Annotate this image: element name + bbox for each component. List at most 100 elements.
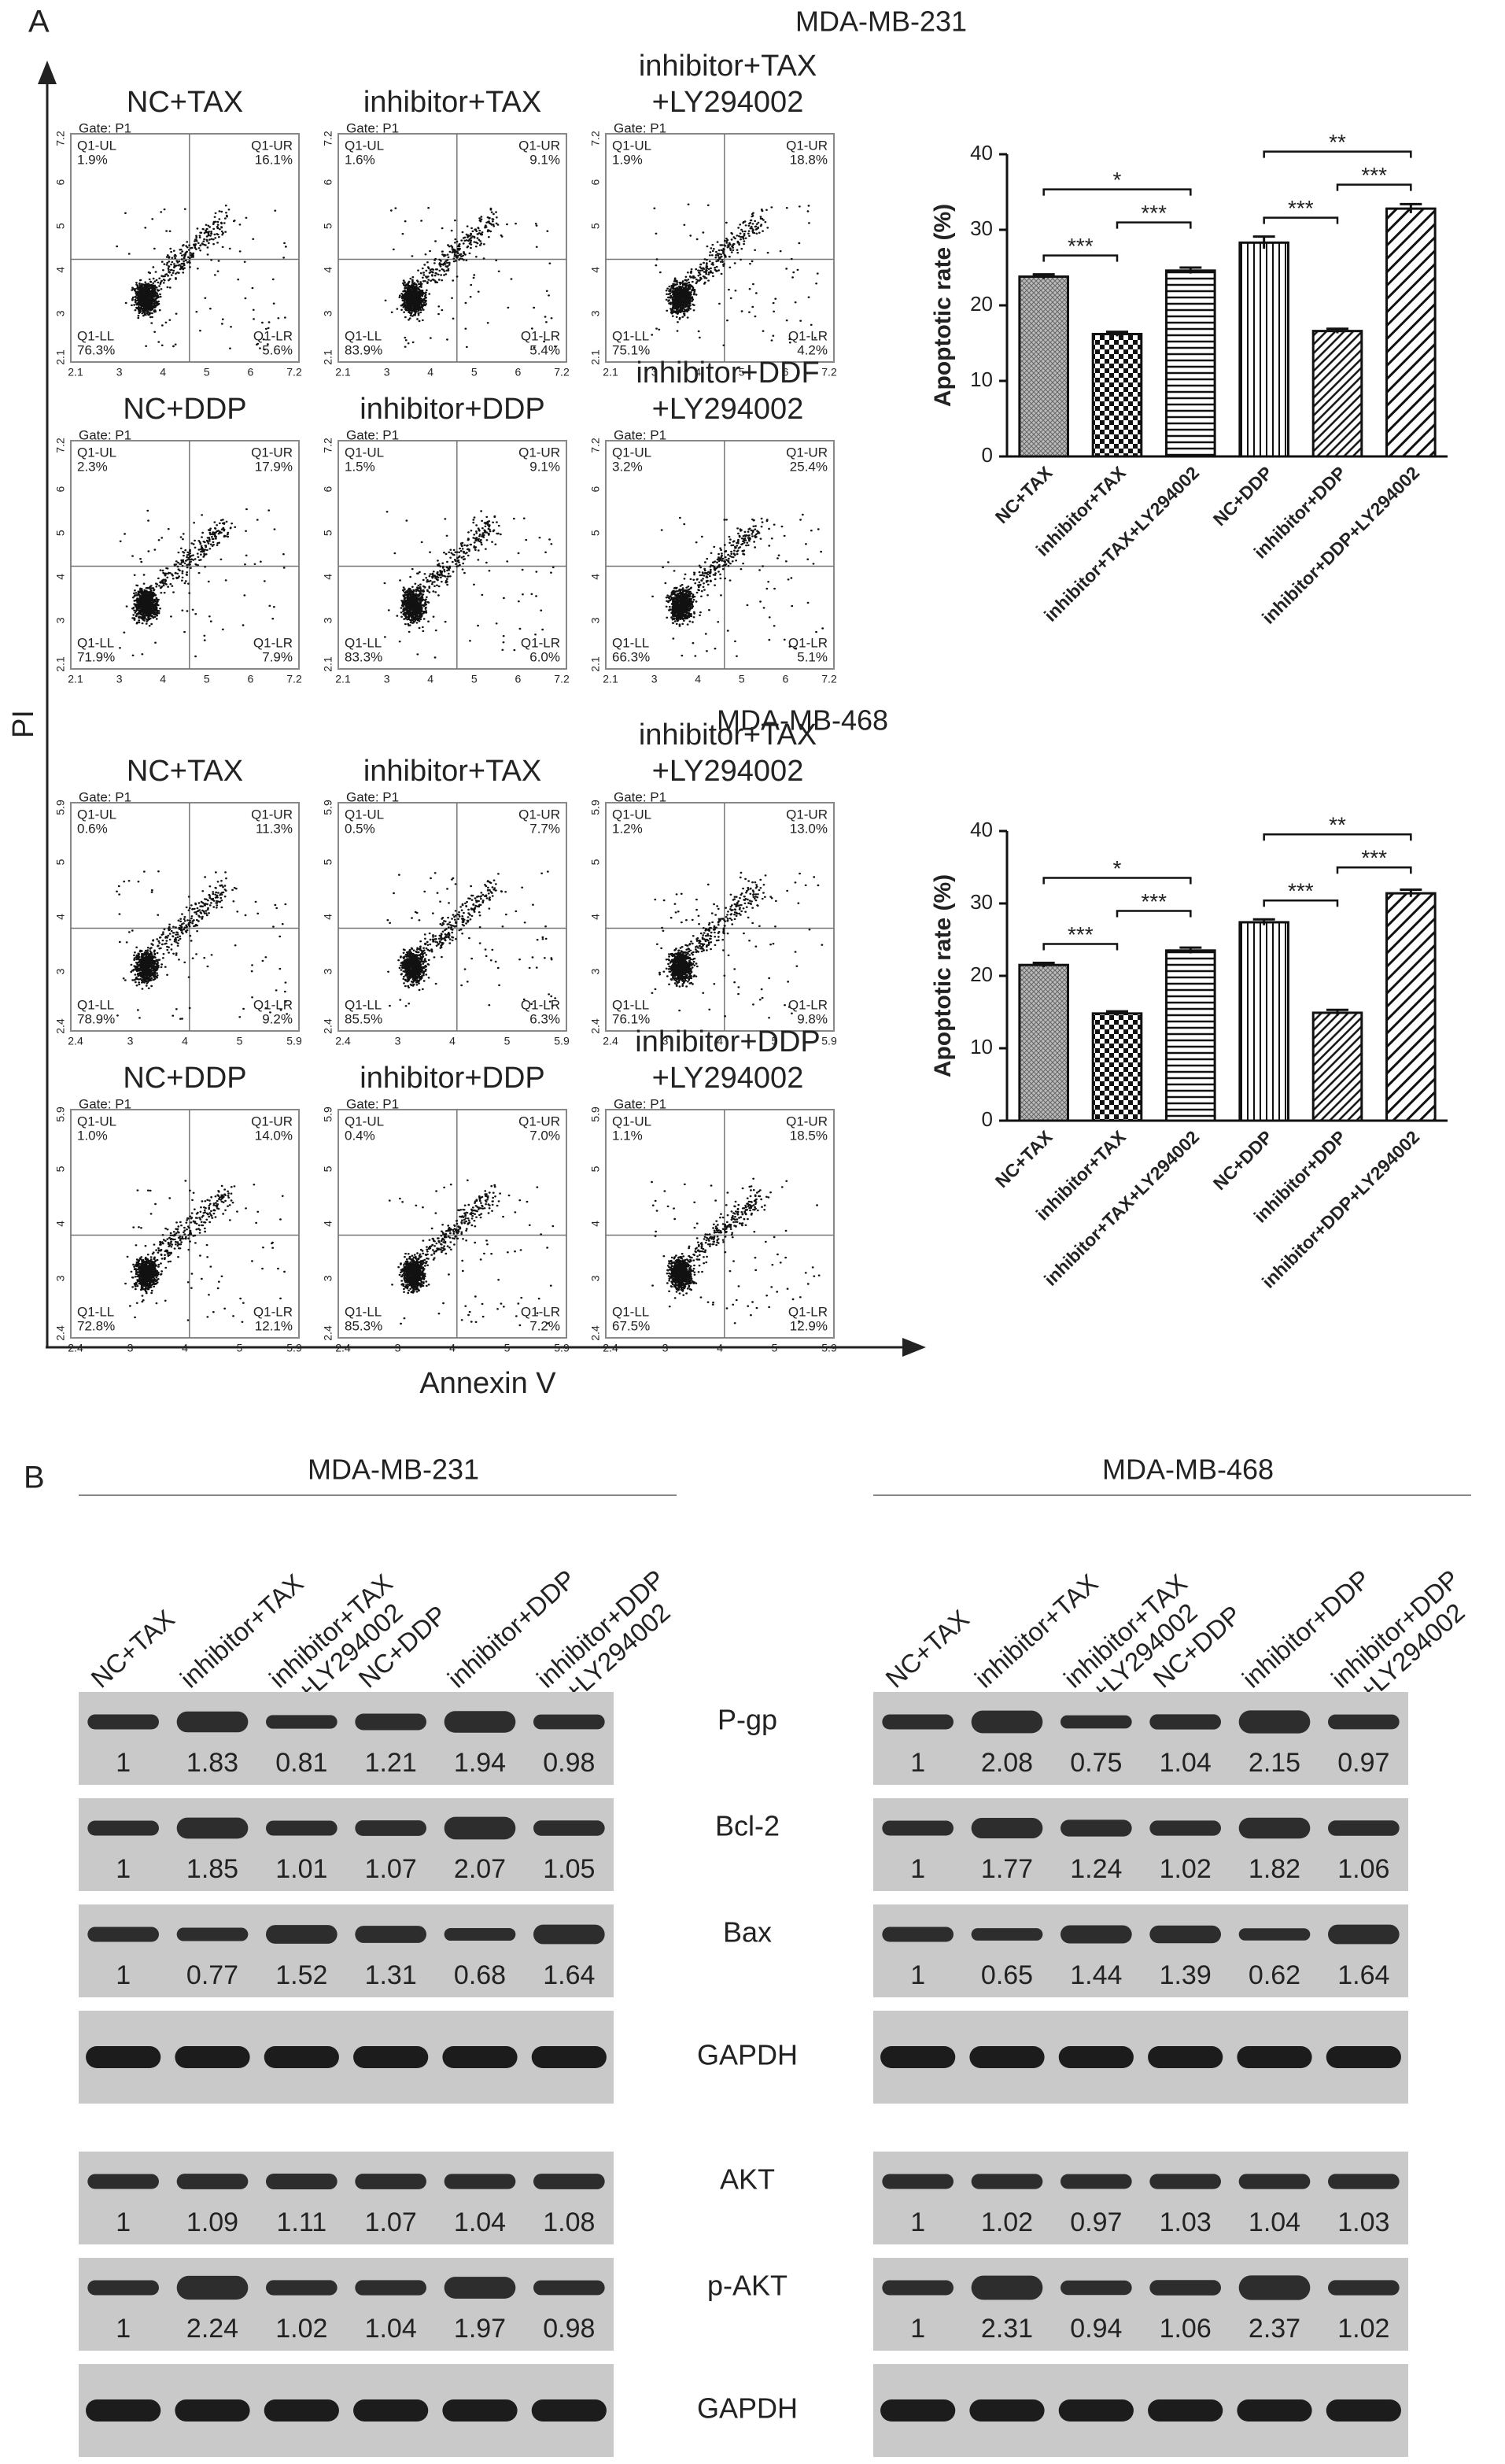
gate-label: Gate: P1 [79, 789, 131, 804]
protein-label: GAPDH [697, 2039, 798, 2071]
quadrant-name: Q1-LR [521, 328, 560, 343]
band [264, 2046, 339, 2068]
significance-bracket [1042, 877, 1192, 885]
quadrant-percent: 5.4% [529, 342, 560, 357]
quadrant-name: Q1-UL [612, 445, 651, 460]
x-tick-label: 5 [471, 366, 478, 379]
plot-title: inhibitor+DDP [360, 1062, 545, 1095]
events [651, 513, 824, 657]
cell-line-title: MDA-MB-231 [308, 1454, 479, 1486]
gate-label: Gate: P1 [346, 120, 399, 135]
band [1149, 2174, 1221, 2189]
quadrant-percent: 5.6% [262, 342, 293, 357]
quadrant-name: Q1-LL [77, 1304, 114, 1319]
y-tick-label: 7.2 [54, 438, 67, 453]
y-tick-label: 4 [54, 267, 67, 273]
quadrant-name: Q1-UL [77, 138, 116, 153]
quadrant-percent: 2.3% [77, 459, 108, 474]
band [1237, 2046, 1312, 2068]
band [175, 2399, 250, 2422]
y-tick-label: 2.4 [54, 1018, 67, 1034]
x-tick-label: 6 [783, 673, 789, 685]
gate-label: Gate: P1 [79, 427, 131, 442]
significance-label: *** [1361, 846, 1387, 870]
band [444, 1711, 516, 1733]
quadrant-percent: 1.5% [345, 459, 375, 474]
significance-label: *** [1141, 201, 1167, 225]
blot-background [79, 2364, 614, 2457]
significance-bracket [1336, 183, 1412, 191]
x-tick-label: 4 [427, 673, 433, 685]
error-bar-line [1032, 273, 1055, 279]
blot-background [79, 2152, 614, 2244]
blot-background [873, 2152, 1408, 2244]
plot-title: +LY294002 [652, 755, 804, 788]
y-tick-label: 4 [54, 574, 67, 580]
x-tick-label: 3 [127, 1342, 134, 1354]
band-ratio: 1.97 [454, 2314, 506, 2344]
band [1238, 1817, 1311, 1839]
x-tick-label: 2.4 [335, 1035, 351, 1047]
plot-title: inhibitor+TAX [639, 50, 817, 83]
y-tick-label: 5.9 [54, 800, 67, 815]
error-bar [1179, 266, 1202, 274]
plot-frame [70, 440, 300, 670]
x-tick-label: 6 [783, 366, 789, 379]
significance-bracket [1116, 221, 1192, 229]
y-tick-label: 7.2 [589, 438, 602, 453]
band [971, 1710, 1043, 1734]
x-tick-label: 3 [384, 366, 390, 379]
plot-title: NC+DDP [123, 1062, 246, 1095]
events [384, 207, 556, 349]
quadrant-percent: 6.3% [529, 1011, 560, 1026]
protein-label: AKT [720, 2163, 775, 2196]
band-ratio: 1 [116, 2207, 131, 2237]
gate-label: Gate: P1 [614, 427, 666, 442]
band [1326, 2046, 1401, 2068]
bar [1091, 1012, 1143, 1122]
significance-bracket [1263, 216, 1339, 224]
x-tick-label: 5 [237, 1342, 243, 1354]
error-bar-line [1400, 202, 1422, 213]
band [444, 2174, 516, 2189]
quadrant-percent: 3.2% [612, 459, 643, 474]
y-tick-label: 2.1 [54, 349, 67, 365]
quadrant-name: Q1-LR [788, 635, 828, 650]
quadrant-percent: 76.1% [612, 1011, 650, 1026]
error-bar [1400, 888, 1422, 897]
y-tick-label: 5 [589, 859, 602, 865]
plot-title: +LY294002 [652, 86, 804, 119]
events [116, 870, 289, 1020]
y-tick-label: 2.1 [322, 656, 334, 672]
band-ratio: 1 [910, 2207, 925, 2237]
y-tick-label: 3 [322, 968, 334, 974]
axis-label: Annexin V [419, 1367, 556, 1400]
significance-label: *** [1288, 879, 1314, 903]
significance-bracket [1116, 910, 1192, 918]
band-ratio: 1.04 [365, 2314, 417, 2344]
band-ratio: 0.62 [1249, 1960, 1300, 1990]
x-tick-label: 5.9 [821, 1342, 837, 1354]
band [882, 2174, 954, 2189]
plot-frame [605, 440, 835, 670]
x-tick-label: 5 [739, 673, 745, 685]
x-tick-label: NC+DDP [1209, 1126, 1277, 1194]
band-ratio: 1.82 [1249, 1854, 1300, 1884]
gate-label: Gate: P1 [614, 120, 666, 135]
bar [1238, 921, 1289, 1122]
band-ratio: 1.04 [1249, 2207, 1300, 2237]
band [266, 2280, 338, 2296]
quadrant-percent: 4.2% [797, 342, 828, 357]
x-tick-label: 3 [651, 366, 658, 379]
x-tick-label: 4 [717, 1035, 723, 1047]
band [1058, 2399, 1134, 2422]
quadrant-name: Q1-UL [345, 1114, 384, 1129]
x-tick-label: 3 [662, 1035, 669, 1047]
band-ratio: 1.04 [1160, 1748, 1212, 1778]
band-ratio: 0.77 [186, 1960, 238, 1990]
gate-label: Gate: P1 [614, 1096, 666, 1111]
